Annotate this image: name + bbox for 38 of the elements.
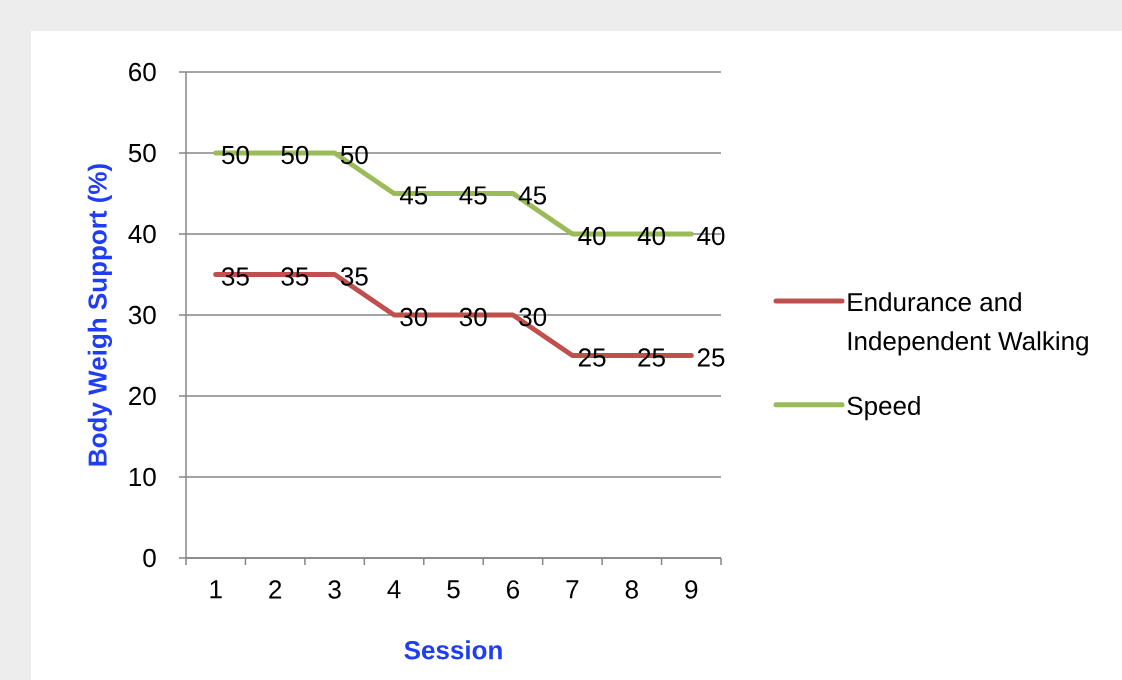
x-axis-title: Session	[404, 640, 502, 660]
data-label: 35	[340, 267, 368, 286]
y-tick-label: 0	[143, 548, 156, 568]
data-label: 40	[637, 226, 665, 246]
legend-label: Endurance and Independent Walking	[848, 292, 1088, 356]
y-tick-label: 50	[128, 143, 156, 163]
x-tick-label: 2	[269, 580, 282, 599]
y-tick-label: 40	[128, 224, 156, 244]
data-label: 40	[578, 226, 606, 246]
data-label: 45	[459, 186, 487, 205]
x-tick-label: 8	[625, 580, 638, 599]
data-label: 45	[399, 186, 428, 205]
y-tick-label: 60	[129, 62, 156, 82]
x-tick-label: 9	[685, 580, 698, 599]
data-label: 35	[221, 267, 249, 286]
data-label: 25	[697, 348, 725, 367]
x-tick-label: 6	[507, 580, 520, 599]
y-axis-title: Body Weigh Support (%)	[87, 164, 113, 466]
data-label: 50	[222, 145, 249, 165]
data-label: 30	[400, 307, 428, 327]
x-tick-label: 4	[387, 580, 401, 599]
data-label: 25	[578, 348, 606, 367]
data-label: 25	[638, 348, 665, 367]
y-tick-label: 10	[129, 467, 156, 487]
x-tick-label: 3	[328, 580, 341, 599]
data-label: 30	[519, 307, 547, 327]
x-tick-label: 1	[210, 580, 222, 599]
x-tick-label: 7	[566, 580, 579, 599]
data-label: 40	[697, 226, 725, 246]
x-tick-label: 5	[447, 580, 460, 599]
data-label: 50	[340, 145, 368, 165]
data-label: 30	[459, 307, 487, 327]
y-tick-label: 20	[129, 386, 156, 406]
data-label: 45	[518, 186, 547, 205]
y-tick-label: 30	[128, 305, 156, 325]
legend-label: Speed	[847, 396, 920, 421]
data-label: 35	[281, 267, 309, 286]
data-label: 50	[281, 145, 309, 165]
